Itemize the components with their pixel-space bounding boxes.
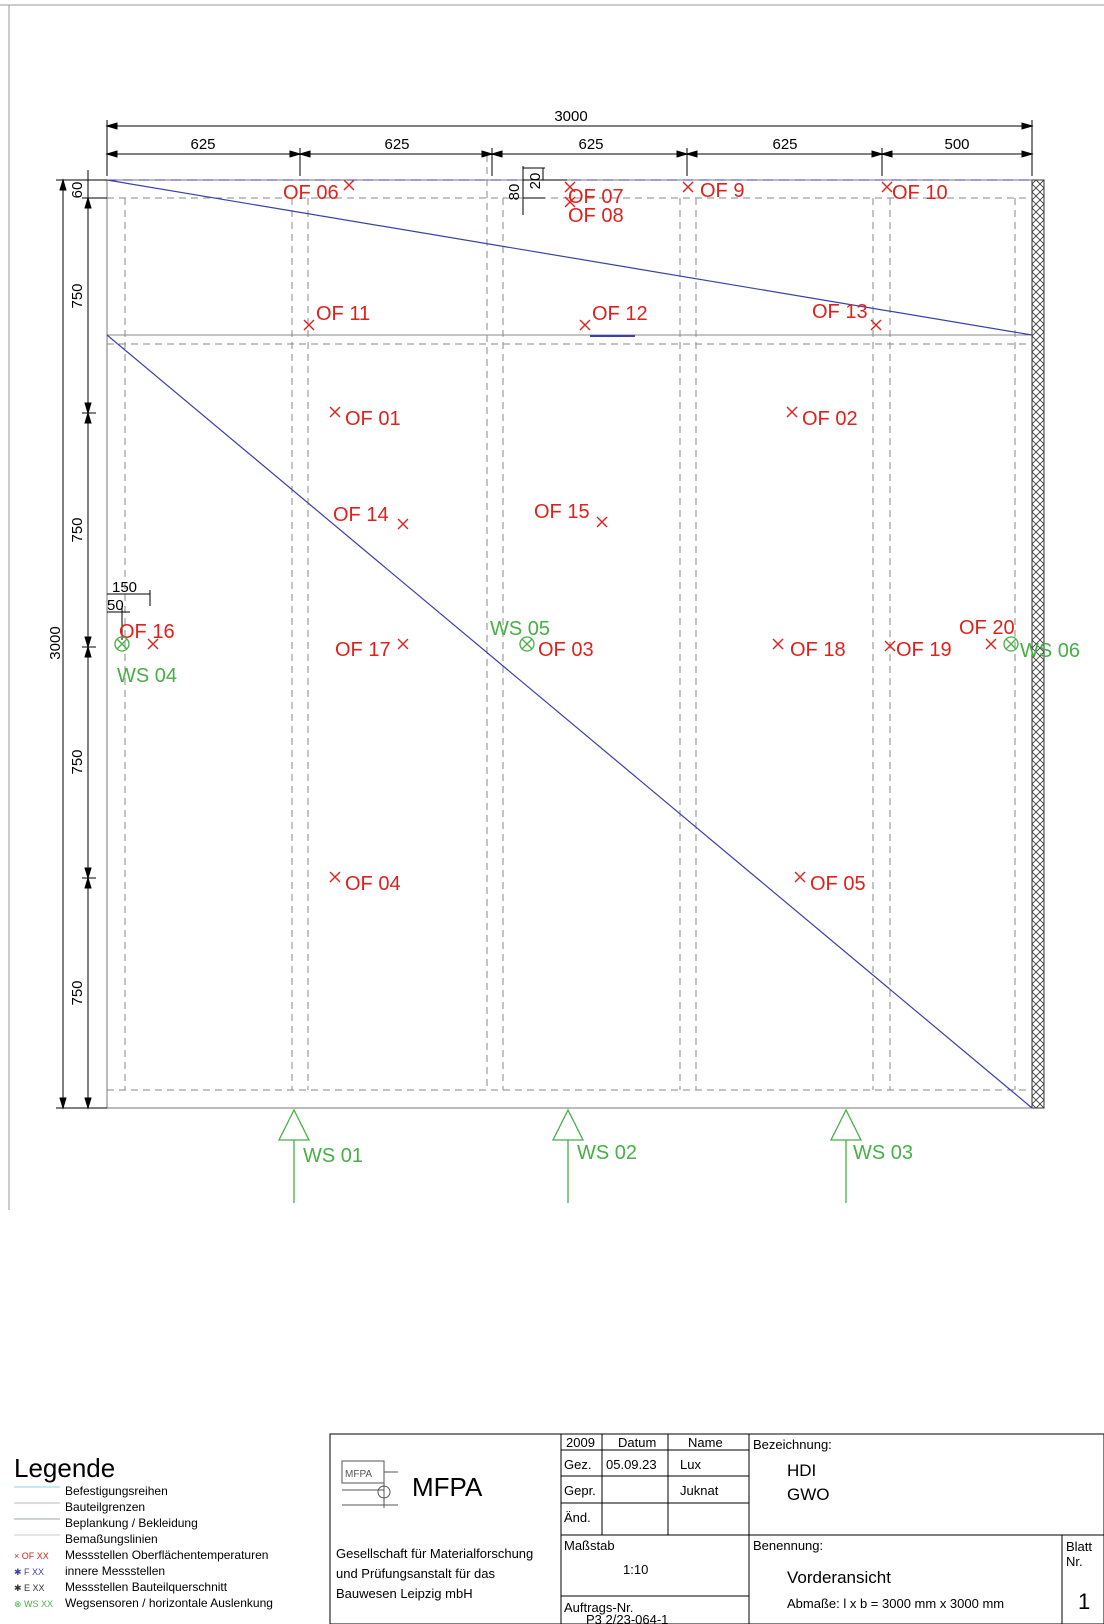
dimensions-left (56, 170, 107, 1110)
tb-benennung-label: Benennung: (753, 1538, 823, 1553)
dimensions-top (105, 120, 1034, 176)
sensor-of9: OF 9 (700, 180, 744, 202)
tb-gez-datum: 05.09.23 (606, 1457, 657, 1472)
tb-col-datum: Datum (618, 1435, 656, 1450)
sensor-of04: OF 04 (345, 873, 401, 895)
legend-symbol-f: ✱ F XX (14, 1567, 44, 1577)
tb-benennung-value: Vorderansicht (787, 1568, 891, 1587)
sensor-ws05: WS 05 (490, 618, 550, 640)
dim-top-seg-3: 625 (578, 136, 603, 153)
displacement-sensor-markers (114, 636, 1019, 1203)
tb-bezeichnung-1: HDI (787, 1461, 816, 1480)
sensor-of08: OF 08 (568, 205, 624, 227)
legend-symbol-e: ✱ E XX (14, 1583, 45, 1593)
logo-text: MFPA (412, 1472, 483, 1502)
dim-top-seg-2: 625 (384, 136, 409, 153)
dim-left-seg-60: 60 (69, 182, 86, 199)
tb-blatt-label-1: Blatt (1066, 1539, 1092, 1554)
diagonal-line-lower (106, 334, 1033, 1109)
sensor-of13: OF 13 (812, 301, 868, 323)
sensor-of15: OF 15 (534, 501, 590, 523)
sensor-of07: OF 07 (568, 186, 624, 208)
dim-left-seg-4: 750 (69, 980, 86, 1005)
company-line-2: und Prüfungsanstalt für das (336, 1566, 495, 1581)
sensor-of01: OF 01 (345, 408, 401, 430)
sensor-of18: OF 18 (790, 639, 846, 661)
legend-symbol-of: × OF XX (14, 1551, 49, 1561)
sensor-of12: OF 12 (592, 303, 648, 325)
sensor-of17: OF 17 (335, 639, 391, 661)
legend-item-2: Bauteilgrenzen (65, 1500, 145, 1514)
sensor-ws02: WS 02 (577, 1142, 637, 1164)
hatched-edge (1031, 179, 1045, 1109)
component-boundaries (107, 155, 1032, 1091)
dim-top-seg-4: 625 (772, 136, 797, 153)
dim-left-seg-1: 750 (69, 283, 86, 308)
tb-col-name: Name (688, 1435, 723, 1450)
legend-item-1: Befestigungsreihen (65, 1484, 168, 1498)
legend-item-8: Wegsensoren / horizontale Auslenkung (65, 1596, 273, 1610)
dim-total-left: 3000 (47, 626, 64, 659)
dim-80: 80 (506, 184, 523, 201)
legend-title: Legende (14, 1453, 115, 1483)
tb-auftrag-label: Auftrags-Nr. (564, 1600, 633, 1615)
dim-top-seg-5: 500 (944, 136, 969, 153)
tb-gepr-name: Juknat (680, 1483, 719, 1498)
legend-item-4: Bemaßungslinien (65, 1532, 158, 1546)
dim-150: 150 (112, 579, 137, 596)
sensor-of11: OF 11 (316, 303, 370, 325)
sensor-of05: OF 05 (810, 873, 866, 895)
sensor-of10: OF 10 (892, 182, 948, 204)
legend: Legende Befestigungsreihen Bauteilgrenze… (14, 1453, 273, 1610)
sensor-ws01: WS 01 (303, 1145, 363, 1167)
tb-row-gez: Gez. (564, 1457, 591, 1472)
tb-auftrag-value: P3 2/23-064-1 (586, 1612, 668, 1624)
sensor-of19: OF 19 (896, 639, 952, 661)
tb-blatt-label-2: Nr. (1066, 1554, 1083, 1569)
company-line-1: Gesellschaft für Materialforschung (336, 1546, 533, 1561)
sensor-of02: OF 02 (802, 408, 858, 430)
legend-item-3: Beplankung / Bekleidung (65, 1516, 198, 1530)
sensor-ws04: WS 04 (117, 665, 177, 687)
sensor-of20: OF 20 (959, 617, 1015, 639)
legend-item-6: innere Messstellen (65, 1564, 165, 1578)
legend-item-5: Messstellen Oberflächentemperaturen (65, 1548, 268, 1562)
small-dims-top (522, 166, 567, 215)
tb-bezeichnung-2: GWO (787, 1485, 830, 1504)
logo-small-text: MFPA (345, 1469, 372, 1480)
legend-symbol-ws: ⊗ WS XX (14, 1599, 53, 1609)
legend-item-7: Messstellen Bauteilquerschnitt (65, 1580, 228, 1594)
tb-bezeichnung-label: Bezeichnung: (753, 1437, 832, 1452)
tb-gez-name: Lux (680, 1457, 701, 1472)
sensor-of03: OF 03 (538, 639, 594, 661)
company-line-3: Bauwesen Leipzig mbH (336, 1586, 473, 1601)
surface-sensor-markers (147, 179, 997, 883)
title-block (329, 1433, 1104, 1624)
dim-50: 50 (107, 597, 124, 614)
tb-massstab-value: 1:10 (623, 1562, 648, 1577)
sensor-ws03: WS 03 (853, 1142, 913, 1164)
tb-abmasse: Abmaße: l x b = 3000 mm x 3000 mm (787, 1596, 1004, 1611)
dim-20: 20 (527, 173, 544, 190)
dim-left-seg-2: 750 (69, 517, 86, 542)
diagonal-line-upper (106, 179, 1033, 336)
tb-blatt-value: 1 (1078, 1589, 1090, 1614)
dim-left-seg-3: 750 (69, 749, 86, 774)
tb-row-aend: Änd. (564, 1510, 591, 1525)
sensor-of16: OF 16 (119, 621, 175, 643)
tb-year: 2009 (566, 1435, 595, 1450)
dim-top-seg-1: 625 (190, 136, 215, 153)
small-dims-left (107, 590, 151, 640)
tb-row-gepr: Gepr. (564, 1483, 596, 1498)
tb-massstab-label: Maßstab (564, 1538, 615, 1553)
sensor-ws06: WS 06 (1020, 640, 1080, 662)
specimen (106, 155, 1045, 1109)
dim-total-top: 3000 (554, 108, 587, 125)
sensor-of14: OF 14 (333, 504, 389, 526)
sensor-of06: OF 06 (283, 182, 339, 204)
